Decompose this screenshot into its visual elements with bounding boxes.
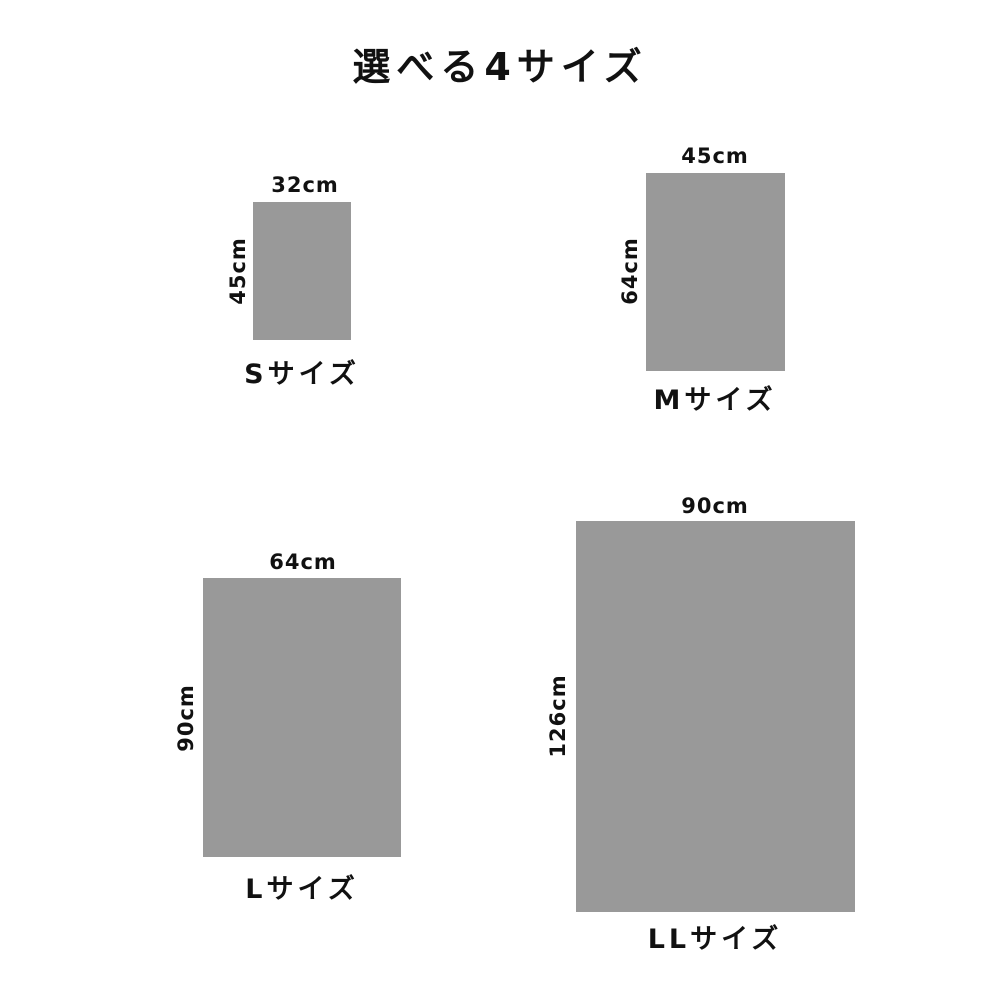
size-m-name: Mサイズ xyxy=(653,385,777,416)
size-m-height-label: 64cm xyxy=(618,237,642,305)
size-l-name: Lサイズ xyxy=(245,874,359,905)
size-s-rect xyxy=(253,202,351,340)
size-s-height-label: 45cm xyxy=(226,237,250,305)
size-l-rect xyxy=(203,578,401,857)
size-m-rect xyxy=(646,173,785,371)
size-ll-name: LLサイズ xyxy=(647,924,783,955)
size-l-height-label: 90cm xyxy=(174,684,198,752)
size-ll-rect xyxy=(576,521,855,912)
size-ll-height-label: 126cm xyxy=(546,674,570,758)
size-s-width-label: 32cm xyxy=(271,173,339,197)
size-s-name: Sサイズ xyxy=(244,359,360,390)
size-ll-width-label: 90cm xyxy=(681,494,749,518)
size-l-width-label: 64cm xyxy=(269,550,337,574)
size-m-width-label: 45cm xyxy=(681,144,749,168)
page-title: 選べる4サイズ xyxy=(352,45,648,89)
